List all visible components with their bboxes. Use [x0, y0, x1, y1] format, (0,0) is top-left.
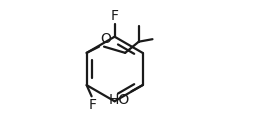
Text: HO: HO: [109, 93, 130, 107]
Text: F: F: [111, 9, 119, 23]
Text: F: F: [89, 98, 97, 112]
Text: O: O: [100, 32, 111, 46]
